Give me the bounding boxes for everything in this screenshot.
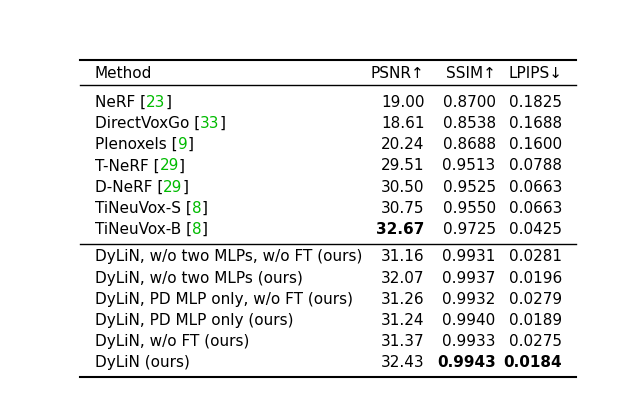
Text: DyLiN (ours): DyLiN (ours) xyxy=(95,356,189,371)
Text: DyLiN, PD MLP only (ours): DyLiN, PD MLP only (ours) xyxy=(95,313,293,328)
Text: ]: ] xyxy=(188,137,193,152)
Text: 32.67: 32.67 xyxy=(376,222,425,237)
Text: 32.43: 32.43 xyxy=(381,356,425,371)
Text: 0.9933: 0.9933 xyxy=(442,334,495,349)
Text: 31.24: 31.24 xyxy=(381,313,425,328)
Text: LPIPS↓: LPIPS↓ xyxy=(508,66,562,81)
Text: 0.0788: 0.0788 xyxy=(509,158,562,173)
Text: TiNeuVox-S [: TiNeuVox-S [ xyxy=(95,201,192,216)
Text: 8: 8 xyxy=(192,222,202,237)
Text: 0.9937: 0.9937 xyxy=(442,271,495,286)
Text: SSIM↑: SSIM↑ xyxy=(446,66,495,81)
Text: T-NeRF [: T-NeRF [ xyxy=(95,158,159,173)
Text: Method: Method xyxy=(95,66,152,81)
Text: Plenoxels [: Plenoxels [ xyxy=(95,137,177,152)
Text: 0.9940: 0.9940 xyxy=(442,313,495,328)
Text: 0.0279: 0.0279 xyxy=(509,292,562,307)
Text: ]: ] xyxy=(182,179,189,194)
Text: ]: ] xyxy=(202,222,207,237)
Text: DyLiN, w/o FT (ours): DyLiN, w/o FT (ours) xyxy=(95,334,249,349)
Text: DyLiN, w/o two MLPs (ours): DyLiN, w/o two MLPs (ours) xyxy=(95,271,303,286)
Text: 9: 9 xyxy=(177,137,188,152)
Text: D-NeRF [: D-NeRF [ xyxy=(95,179,163,194)
Text: 29: 29 xyxy=(163,179,182,194)
Text: 0.1600: 0.1600 xyxy=(509,137,562,152)
Text: 0.8700: 0.8700 xyxy=(443,95,495,110)
Text: ]: ] xyxy=(220,116,226,131)
Text: TiNeuVox-B [: TiNeuVox-B [ xyxy=(95,222,192,237)
Text: 30.75: 30.75 xyxy=(381,201,425,216)
Text: 0.9932: 0.9932 xyxy=(442,292,495,307)
Text: 0.9525: 0.9525 xyxy=(442,179,495,194)
Text: 0.9550: 0.9550 xyxy=(442,201,495,216)
Text: 31.26: 31.26 xyxy=(381,292,425,307)
Text: 0.0663: 0.0663 xyxy=(509,179,562,194)
Text: 0.1688: 0.1688 xyxy=(509,116,562,131)
Text: 0.0663: 0.0663 xyxy=(509,201,562,216)
Text: 0.9931: 0.9931 xyxy=(442,249,495,264)
Text: 0.0196: 0.0196 xyxy=(509,271,562,286)
Text: 32.07: 32.07 xyxy=(381,271,425,286)
Text: 0.9725: 0.9725 xyxy=(442,222,495,237)
Text: 0.9513: 0.9513 xyxy=(442,158,495,173)
Text: 0.0275: 0.0275 xyxy=(509,334,562,349)
Text: 31.37: 31.37 xyxy=(381,334,425,349)
Text: 0.9943: 0.9943 xyxy=(437,356,495,371)
Text: 0.0281: 0.0281 xyxy=(509,249,562,264)
Text: 0.8538: 0.8538 xyxy=(442,116,495,131)
Text: 0.8688: 0.8688 xyxy=(442,137,495,152)
Text: 0.1825: 0.1825 xyxy=(509,95,562,110)
Text: 29: 29 xyxy=(159,158,179,173)
Text: 20.24: 20.24 xyxy=(381,137,425,152)
Text: NeRF [: NeRF [ xyxy=(95,95,146,110)
Text: DirectVoxGo [: DirectVoxGo [ xyxy=(95,116,200,131)
Text: 30.50: 30.50 xyxy=(381,179,425,194)
Text: 18.61: 18.61 xyxy=(381,116,425,131)
Text: 0.0189: 0.0189 xyxy=(509,313,562,328)
Text: 33: 33 xyxy=(200,116,220,131)
Text: DyLiN, PD MLP only, w/o FT (ours): DyLiN, PD MLP only, w/o FT (ours) xyxy=(95,292,353,307)
Text: DyLiN, w/o two MLPs, w/o FT (ours): DyLiN, w/o two MLPs, w/o FT (ours) xyxy=(95,249,362,264)
Text: 8: 8 xyxy=(192,201,202,216)
Text: 31.16: 31.16 xyxy=(381,249,425,264)
Text: 0.0184: 0.0184 xyxy=(504,356,562,371)
Text: 19.00: 19.00 xyxy=(381,95,425,110)
Text: 0.0425: 0.0425 xyxy=(509,222,562,237)
Text: ]: ] xyxy=(202,201,207,216)
Text: 23: 23 xyxy=(146,95,165,110)
Text: 29.51: 29.51 xyxy=(381,158,425,173)
Text: PSNR↑: PSNR↑ xyxy=(371,66,425,81)
Text: ]: ] xyxy=(165,95,172,110)
Text: ]: ] xyxy=(179,158,185,173)
